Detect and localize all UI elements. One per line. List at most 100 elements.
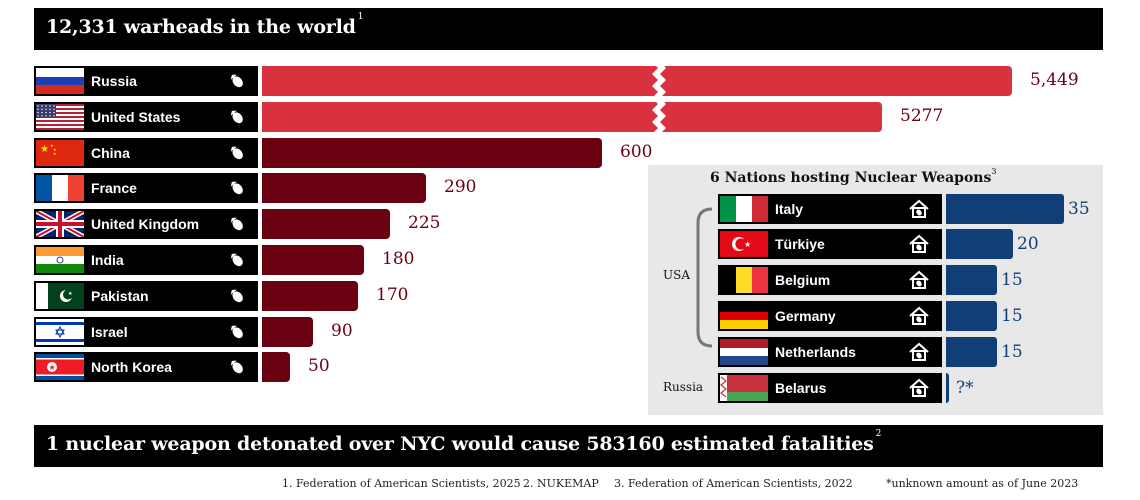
country-name: United States [91,109,181,125]
bar-united-states [262,102,882,132]
host-label-italy: Italy [718,194,942,224]
host-bar-germany [946,301,997,331]
flag-belarus-icon [720,375,768,401]
group-label-russia: Russia [663,380,704,394]
flag-india-icon [36,247,84,273]
country-label-pakistan: ★ Pakistan [34,281,258,311]
country-label-united-kingdom: United Kingdom [34,208,258,240]
value-label-india: 180 [382,249,415,269]
fatalities-footnote-ref: 2 [875,429,882,439]
bar-united-kingdom [262,209,390,239]
house-bomb-icon [908,377,930,399]
svg-text:★: ★ [53,147,57,152]
host-value-netherlands: 15 [1001,342,1023,362]
house-bomb-icon [908,233,930,255]
bomb-icon [228,287,246,305]
flag-italy-icon [720,196,768,222]
flag-united-kingdom-icon [34,208,86,240]
host-bar-t-rkiye [946,229,1013,259]
house-bomb-icon [908,198,930,220]
footnote-3: 3. Federation of American Scientists, 20… [614,477,853,490]
flag-belgium-icon [720,267,768,293]
host-value-t-rkiye: 20 [1017,234,1039,254]
svg-text:★: ★ [49,363,56,372]
usa-bracket [696,207,713,348]
flag-united-states-icon [36,104,84,130]
bar-france [262,173,426,203]
host-country-name: Belarus [775,380,827,396]
footnote-unknown: *unknown amount as of June 2023 [886,477,1079,490]
country-label-france: France [34,173,258,203]
flag-germany-icon [720,303,768,329]
value-label-pakistan: 170 [376,285,409,305]
host-country-name: Italy [775,201,804,217]
host-country-name: Netherlands [775,344,856,360]
host-country-name: Türkiye [775,236,825,252]
country-name: United Kingdom [91,216,200,232]
country-name: Israel [91,324,128,340]
country-name: France [91,180,137,196]
svg-text:★: ★ [40,144,49,155]
host-label-t-rkiye: ★ Türkiye [718,229,942,259]
country-label-india: India [34,245,258,275]
house-bomb-icon [908,269,930,291]
flag-france-icon [36,175,84,201]
bomb-icon [228,179,246,197]
bar-india [262,245,364,275]
value-label-france: 290 [444,177,477,197]
fatalities-banner: 1 nuclear weapon detonated over NYC woul… [34,425,1103,467]
bomb-icon [228,358,246,376]
bomb-icon [228,144,246,162]
country-label-russia: Russia [34,66,258,96]
host-label-belarus: Belarus [718,373,942,403]
country-label-north-korea: ★ North Korea [34,352,258,382]
svg-text:★: ★ [50,143,54,148]
flag-china-icon: ★ ★ ★ ★ [36,140,84,166]
flag-north-korea-icon: ★ [36,354,84,380]
value-label-russia: 5,449 [1030,70,1079,90]
country-name: Russia [91,73,137,89]
country-label-israel: Israel [34,317,258,347]
svg-text:★: ★ [53,151,57,156]
country-name: India [91,252,124,268]
bar-china [262,138,602,168]
host-value-belgium: 15 [1001,270,1023,290]
title-footnote-ref: 1 [357,12,364,22]
host-value-belarus: ?* [956,378,974,398]
value-label-united-states: 5277 [900,106,944,126]
flag-t-rkiye-icon: ★ [720,231,768,257]
country-label-united-states: United States [34,102,258,132]
fatalities-text: 1 nuclear weapon detonated over NYC woul… [46,433,874,455]
svg-text:★: ★ [68,291,73,297]
host-bar-belgium [946,265,997,295]
axis-break-marker [646,62,672,138]
value-label-north-korea: 50 [308,356,330,376]
host-label-netherlands: Netherlands [718,337,942,367]
value-label-israel: 90 [331,321,353,341]
hosting-panel-title: 6 Nations hosting Nuclear Weapons3 [710,167,997,186]
flag-pakistan-icon: ★ [36,283,84,309]
house-bomb-icon [908,341,930,363]
country-name: China [91,145,130,161]
bomb-icon [228,108,246,126]
svg-text:★: ★ [744,240,751,249]
bar-israel [262,317,313,347]
flag-israel-icon [36,319,84,345]
bomb-icon [228,323,246,341]
flag-netherlands-icon [720,339,768,365]
host-label-germany: Germany [718,301,942,331]
bar-north-korea [262,352,290,382]
bomb-icon [228,215,246,233]
flag-russia-icon [36,68,84,94]
house-bomb-icon [908,305,930,327]
title-banner: 12,331 warheads in the world 1 [34,8,1103,50]
host-label-belgium: Belgium [718,265,942,295]
host-value-germany: 15 [1001,306,1023,326]
country-name: North Korea [91,359,172,375]
bar-pakistan [262,281,358,311]
chart-title: 12,331 warheads in the world [46,16,356,38]
country-label-china: ★ ★ ★ ★ China [34,138,258,168]
group-label-usa: USA [663,268,690,282]
value-label-united-kingdom: 225 [408,213,441,233]
host-value-italy: 35 [1068,199,1090,219]
